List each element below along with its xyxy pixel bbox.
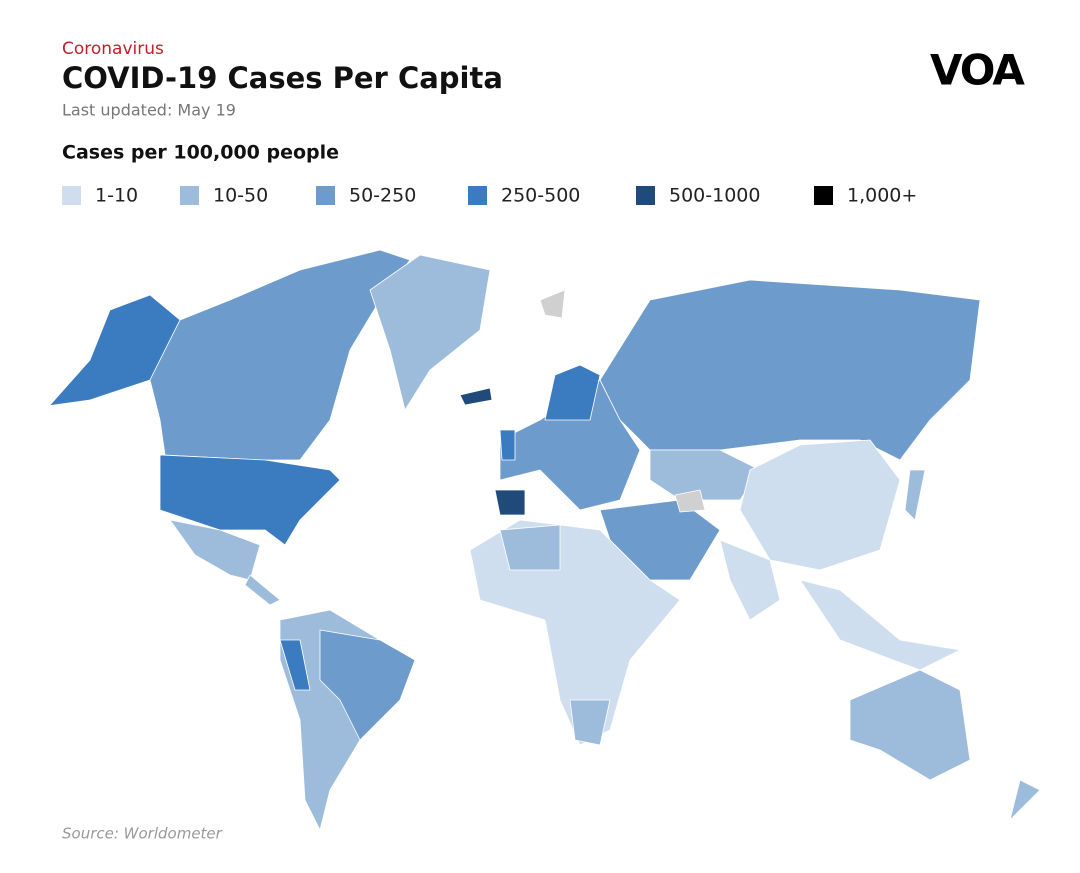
legend-title: Cases per 100,000 people <box>62 142 339 164</box>
region <box>649 449 761 501</box>
legend-label: 1,000+ <box>847 185 917 207</box>
region <box>739 439 901 571</box>
legend-swatch <box>180 186 199 205</box>
legend-label: 50-250 <box>349 185 416 207</box>
legend-swatch <box>316 186 335 205</box>
region <box>904 469 926 521</box>
region <box>499 429 516 461</box>
legend-label: 500-1000 <box>669 185 760 207</box>
legend-label: 10-50 <box>213 185 268 207</box>
region <box>499 524 561 571</box>
legend-label: 1-10 <box>95 185 138 207</box>
region <box>369 254 491 411</box>
legend-swatch <box>468 186 487 205</box>
title: COVID-19 Cases Per Capita <box>62 61 503 95</box>
region <box>459 387 493 406</box>
region <box>544 364 601 421</box>
legend-label: 250-500 <box>501 185 580 207</box>
world-map <box>17 249 1041 831</box>
region <box>569 699 611 746</box>
region <box>1009 779 1041 821</box>
region <box>799 579 961 671</box>
no-data-region <box>539 289 566 319</box>
region <box>719 539 781 621</box>
region <box>279 639 311 691</box>
region <box>849 669 971 781</box>
region <box>469 519 681 746</box>
region <box>244 574 281 606</box>
legend-swatch <box>814 186 833 205</box>
legend-swatch <box>636 186 655 205</box>
region <box>17 294 181 411</box>
logo: VOA <box>930 46 1025 95</box>
kicker: Coronavirus <box>62 39 164 59</box>
region <box>319 629 416 741</box>
region <box>494 489 526 516</box>
no-data-region <box>674 489 706 513</box>
legend: 1-10 10-50 50-250 250-500 500-1000 1,000+ <box>62 185 917 207</box>
region <box>159 454 341 546</box>
legend-swatch <box>62 186 81 205</box>
source: Source: Worldometer <box>62 825 223 843</box>
subtitle: Last updated: May 19 <box>62 101 236 120</box>
